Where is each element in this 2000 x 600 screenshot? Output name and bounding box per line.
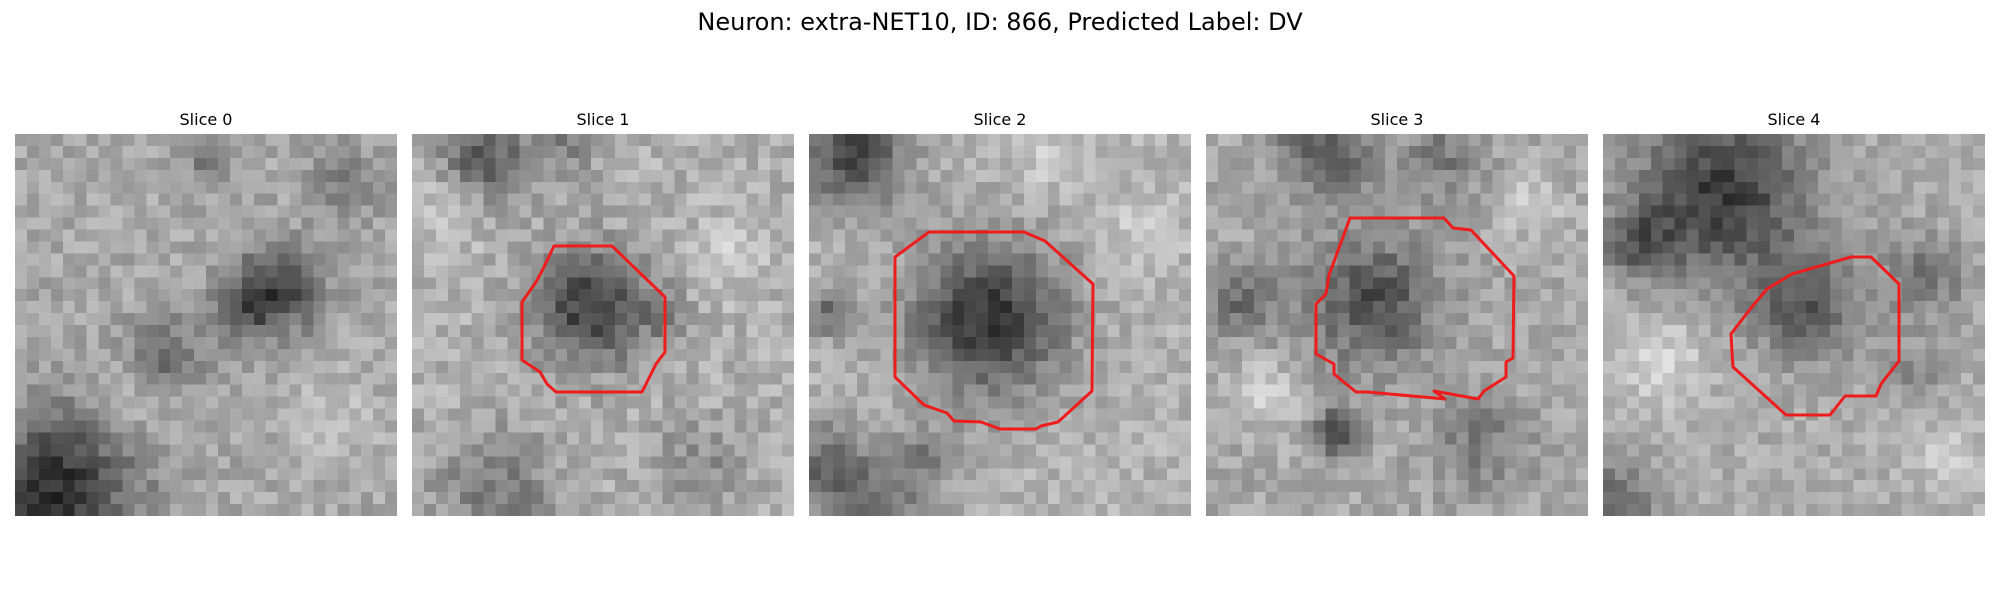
cell-contour-1	[520, 244, 667, 394]
cell-contour-4	[1729, 255, 1901, 417]
slice-title-4: Slice 4	[1767, 110, 1821, 129]
slice-title-2: Slice 2	[973, 110, 1027, 129]
slice-image-1	[412, 134, 794, 516]
slice-panel-1: Slice 1	[412, 108, 794, 516]
slice-image-2	[809, 134, 1191, 516]
slice-title-1: Slice 1	[576, 110, 630, 129]
slice-title-0: Slice 0	[179, 110, 233, 129]
slice-title-3: Slice 3	[1370, 110, 1424, 129]
figure-title: Neuron: extra-NET10, ID: 866, Predicted …	[697, 8, 1303, 36]
cell-contour-2	[893, 230, 1095, 431]
slice-panel-3: Slice 3	[1206, 108, 1588, 516]
slice-panel-2: Slice 2	[809, 108, 1191, 516]
slice-image-0	[15, 134, 397, 516]
cell-contour-3	[1314, 216, 1516, 401]
slice-image-3	[1206, 134, 1588, 516]
slice-image-4	[1603, 134, 1985, 516]
slice-panel-0: Slice 0	[15, 108, 397, 516]
slice-panel-4: Slice 4	[1603, 108, 1985, 516]
